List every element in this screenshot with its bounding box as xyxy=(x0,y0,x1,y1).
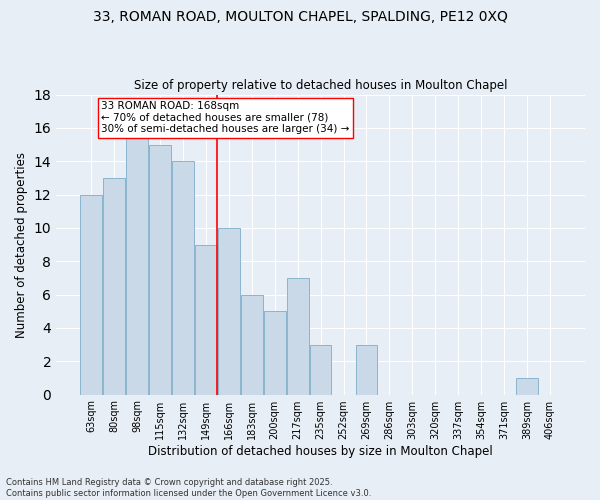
Bar xyxy=(218,228,239,394)
Bar xyxy=(126,128,148,394)
Y-axis label: Number of detached properties: Number of detached properties xyxy=(15,152,28,338)
Title: Size of property relative to detached houses in Moulton Chapel: Size of property relative to detached ho… xyxy=(134,79,508,92)
X-axis label: Distribution of detached houses by size in Moulton Chapel: Distribution of detached houses by size … xyxy=(148,444,493,458)
Bar xyxy=(516,378,538,394)
Bar xyxy=(264,311,286,394)
Text: 33 ROMAN ROAD: 168sqm
← 70% of detached houses are smaller (78)
30% of semi-deta: 33 ROMAN ROAD: 168sqm ← 70% of detached … xyxy=(101,101,350,134)
Text: Contains HM Land Registry data © Crown copyright and database right 2025.
Contai: Contains HM Land Registry data © Crown c… xyxy=(6,478,371,498)
Bar xyxy=(80,194,102,394)
Bar xyxy=(195,244,217,394)
Bar xyxy=(149,144,171,394)
Bar xyxy=(310,344,331,395)
Bar xyxy=(356,344,377,395)
Bar xyxy=(241,294,263,394)
Text: 33, ROMAN ROAD, MOULTON CHAPEL, SPALDING, PE12 0XQ: 33, ROMAN ROAD, MOULTON CHAPEL, SPALDING… xyxy=(92,10,508,24)
Bar xyxy=(172,161,194,394)
Bar xyxy=(287,278,308,394)
Bar xyxy=(103,178,125,394)
